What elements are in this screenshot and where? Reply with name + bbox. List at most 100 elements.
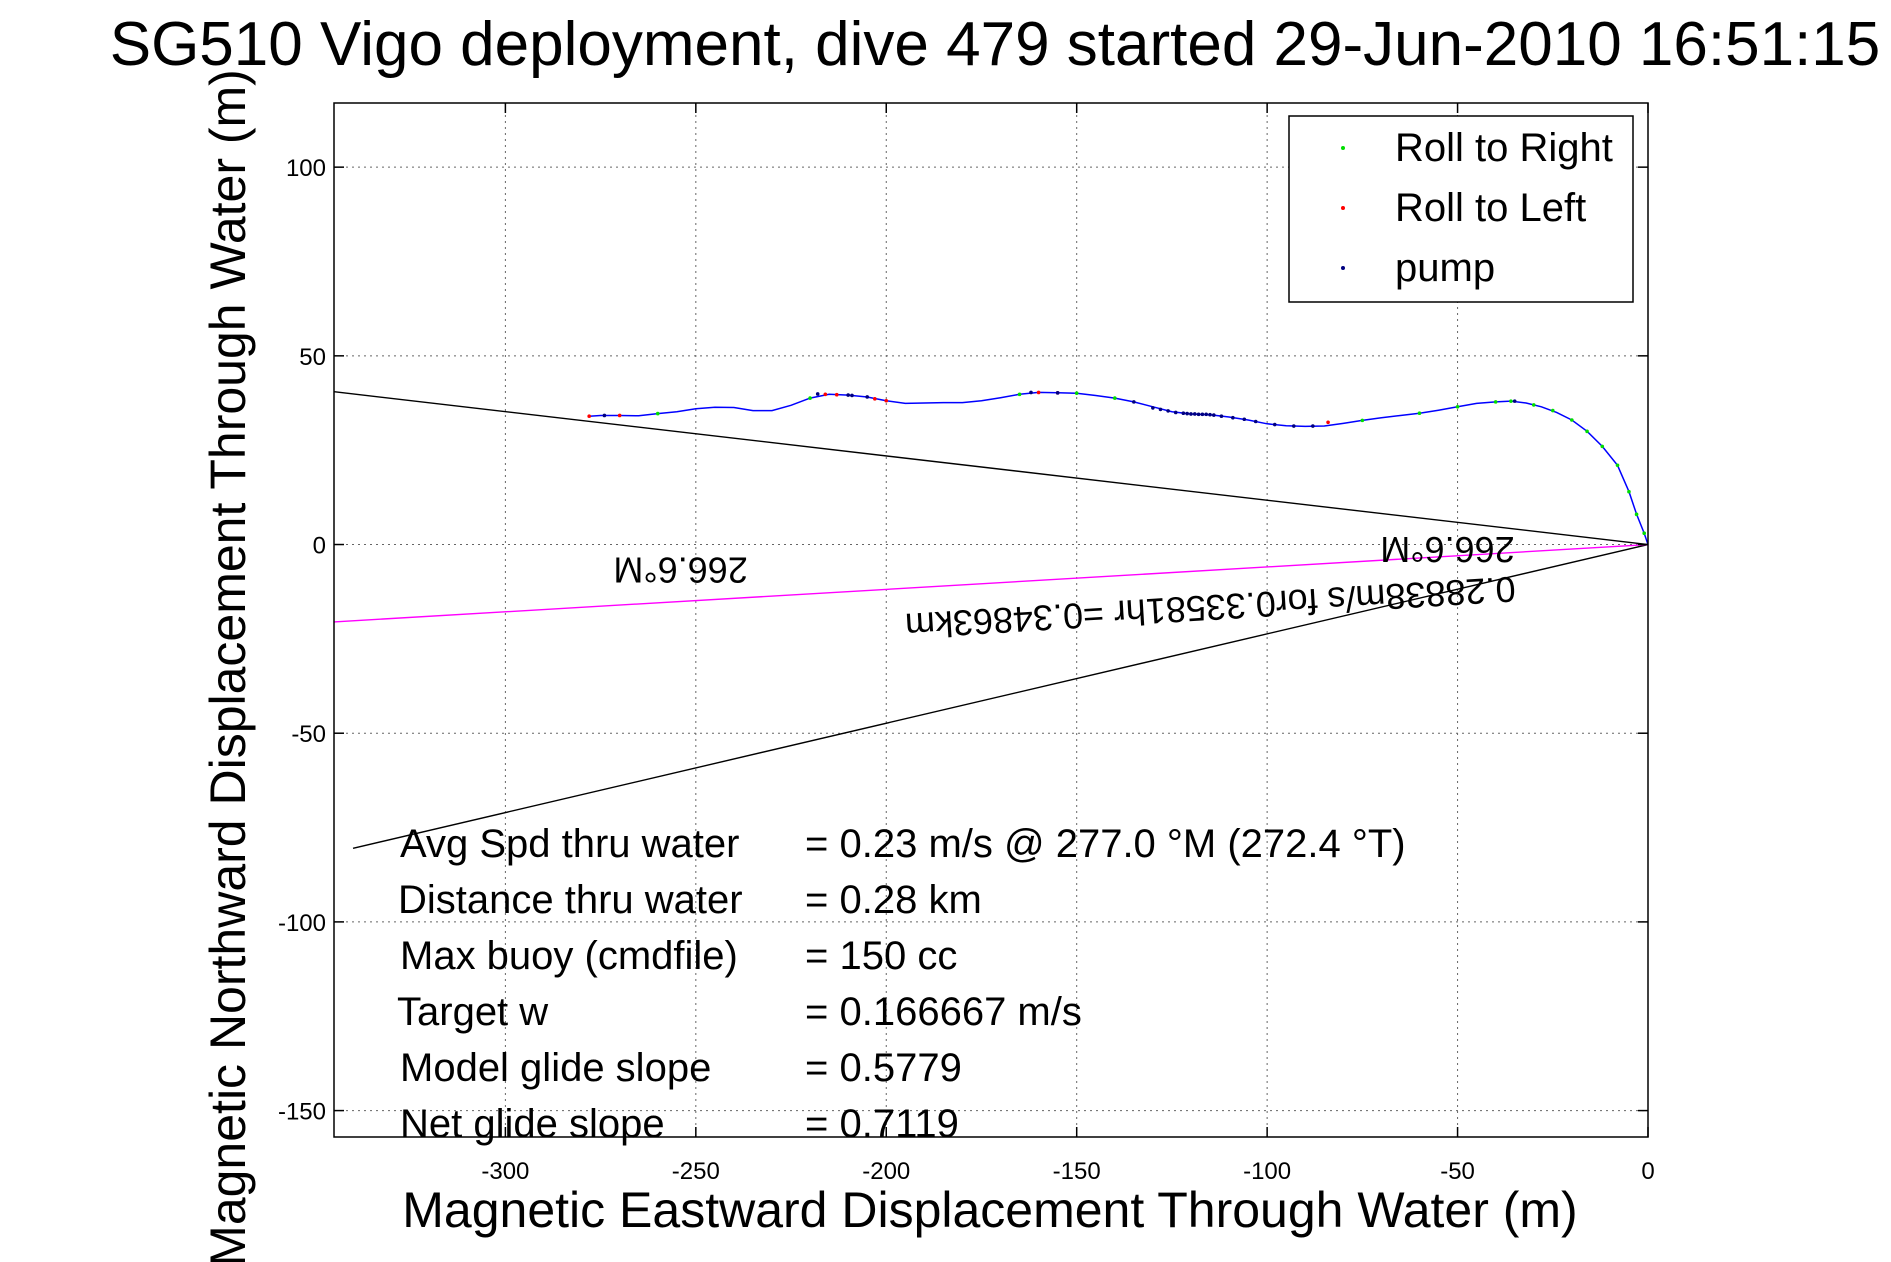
roll-left-marker <box>873 397 877 401</box>
pump-marker <box>1055 391 1060 395</box>
roll-left-marker <box>884 398 889 403</box>
pump-marker <box>1173 410 1178 415</box>
x-tick-label: -300 <box>481 1158 529 1185</box>
roll-right-marker <box>1531 403 1536 407</box>
pump-marker <box>1219 414 1224 419</box>
roll-right-marker <box>1627 489 1631 494</box>
pump-marker <box>1242 417 1247 422</box>
pump-marker <box>1181 411 1186 416</box>
roll-left-marker <box>823 392 828 397</box>
roll-right-marker <box>655 411 660 416</box>
x-tick-label: -50 <box>1440 1158 1475 1185</box>
roll-left-marker <box>587 414 591 419</box>
x-tick-label: -100 <box>1243 1158 1291 1185</box>
y-tick-label: 0 <box>313 533 326 560</box>
roll-right-marker <box>1634 512 1639 517</box>
roll-right-marker <box>1585 429 1589 434</box>
reference-line <box>333 543 1649 623</box>
pump-marker <box>1512 399 1517 403</box>
y-tick-label: 100 <box>286 155 326 182</box>
roll-left-marker <box>1326 420 1330 425</box>
reference-line <box>333 390 1649 546</box>
chart-title: SG510 Vigo deployment, dive 479 started … <box>110 10 1881 79</box>
stat-value: = 0.28 km <box>805 878 982 922</box>
pump-marker <box>1200 412 1205 417</box>
roll-right-marker <box>1615 463 1620 468</box>
pump-marker <box>602 413 607 418</box>
pump-marker <box>1311 424 1315 428</box>
pump-marker <box>1151 406 1155 410</box>
roll-right-marker <box>1112 396 1117 400</box>
plot-frame <box>333 102 1649 1138</box>
legend-box <box>1288 115 1634 303</box>
pump-marker <box>1185 411 1189 416</box>
y-tick-label: 50 <box>299 344 326 371</box>
x-axis-label: Magnetic Eastward Displacement Through W… <box>402 1182 1577 1238</box>
x-tick-label: 0 <box>1641 1158 1654 1185</box>
stat-value: = 0.5779 <box>805 1046 962 1090</box>
x-tick-label: -200 <box>862 1158 910 1185</box>
roll-left-marker <box>1036 390 1041 395</box>
pump-marker <box>1272 422 1277 427</box>
roll-right-marker <box>1017 392 1022 397</box>
roll-right-marker <box>1642 531 1646 536</box>
roll-right-marker <box>1455 404 1460 409</box>
stat-label: Target w <box>397 990 548 1034</box>
pump-marker <box>1132 400 1136 404</box>
legend: Roll to Right Roll to Left pump <box>1288 115 1634 303</box>
legend-swatch <box>1341 206 1345 210</box>
legend-label: pump <box>1395 246 1495 290</box>
y-tick-label: -50 <box>291 721 326 748</box>
pump-marker <box>815 392 820 396</box>
stat-label: Max buoy (cmdfile) <box>400 934 738 978</box>
roll-left-marker <box>834 392 839 397</box>
line-annotation: 266.6°M <box>613 550 747 591</box>
pump-marker <box>1253 419 1258 424</box>
reference-line <box>352 543 1649 849</box>
reference-lines <box>333 390 1649 849</box>
pump-marker <box>1231 415 1235 420</box>
stat-label: Distance thru water <box>398 878 743 922</box>
roll-right-marker <box>1550 408 1555 413</box>
pump-marker <box>846 393 850 397</box>
roll-right-marker <box>1360 418 1365 423</box>
stats-block: Avg Spd thru water = 0.23 m/s @ 277.0 °M … <box>397 822 1406 1146</box>
roll-right-marker <box>1600 444 1605 449</box>
pump-marker <box>1029 390 1033 395</box>
stat-value: = 0.7119 <box>805 1102 959 1146</box>
roll-right-marker <box>1509 399 1513 403</box>
stat-value: = 0.166667 m/s <box>805 990 1082 1034</box>
pump-marker <box>850 393 854 398</box>
pump-marker <box>1189 412 1193 416</box>
pump-marker <box>865 395 870 399</box>
roll-left-marker <box>617 413 622 418</box>
roll-right-marker <box>1570 418 1574 422</box>
roll-right-marker <box>1074 391 1079 395</box>
y-tick-label: -100 <box>278 910 326 937</box>
stat-value: = 0.23 m/s @ 277.0 °M (272.4 °T) <box>805 822 1406 866</box>
legend-swatch <box>1341 146 1345 150</box>
stat-label: Net glide slope <box>400 1102 665 1146</box>
y-axis-label: Magnetic Northward Displacement Through … <box>200 69 256 1262</box>
legend-label: Roll to Right <box>1395 126 1613 170</box>
roll-right-marker <box>808 396 812 400</box>
legend-swatch <box>1341 266 1345 270</box>
stat-label: Avg Spd thru water <box>400 822 739 866</box>
roll-right-marker <box>1417 411 1422 416</box>
stat-label: Model glide slope <box>400 1046 711 1090</box>
stat-value: = 150 cc <box>805 934 957 978</box>
pump-marker <box>1196 412 1201 417</box>
pump-marker <box>1208 412 1212 417</box>
x-tick-label: -150 <box>1053 1158 1101 1185</box>
markers <box>587 390 1646 536</box>
pump-marker <box>1212 413 1216 417</box>
ticks: -300 -250 -200 -150 -100 -50 0 100 50 0 -50 -100 -15… <box>278 103 1655 1185</box>
legend-label: Roll to Left <box>1395 186 1586 230</box>
pump-marker <box>1166 409 1170 413</box>
line-annotation: 266.6°M <box>1380 529 1514 570</box>
y-tick-label: -150 <box>278 1099 326 1126</box>
x-tick-label: -250 <box>672 1158 720 1185</box>
pump-marker <box>1158 407 1163 412</box>
pump-marker <box>1192 412 1197 416</box>
